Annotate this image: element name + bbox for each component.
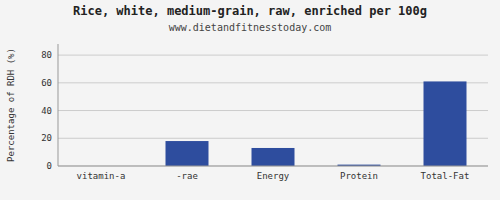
chart-container: Rice, white, medium-grain, raw, enriched… [0,0,500,200]
y-tick-label: 0 [47,161,52,171]
y-tick-label: 80 [41,50,52,60]
x-tick-label: Energy [257,171,290,181]
y-axis-label: Percentage of RDH (%) [6,48,16,162]
subtitle: www.dietandfitnesstoday.com [169,22,332,33]
x-axis [58,166,488,167]
x-tick-label: Protein [340,171,378,181]
grid-line [58,55,488,56]
title: Rice, white, medium-grain, raw, enriched… [73,4,427,18]
x-tick-label: -rae [176,171,198,181]
chart: Rice, white, medium-grain, raw, enriched… [0,0,500,200]
x-tick-label: vitamin-a [77,171,126,181]
bar [252,148,295,166]
y-tick-label: 60 [41,78,52,88]
bars [166,81,467,166]
bar [166,141,209,166]
y-tick-label: 40 [41,106,52,116]
grid [58,55,488,166]
grid-line [58,166,488,167]
x-tick-label: Total-Fat [421,171,470,181]
bar [424,81,467,166]
y-axis [58,44,59,166]
y-tick-label: 20 [41,133,52,143]
